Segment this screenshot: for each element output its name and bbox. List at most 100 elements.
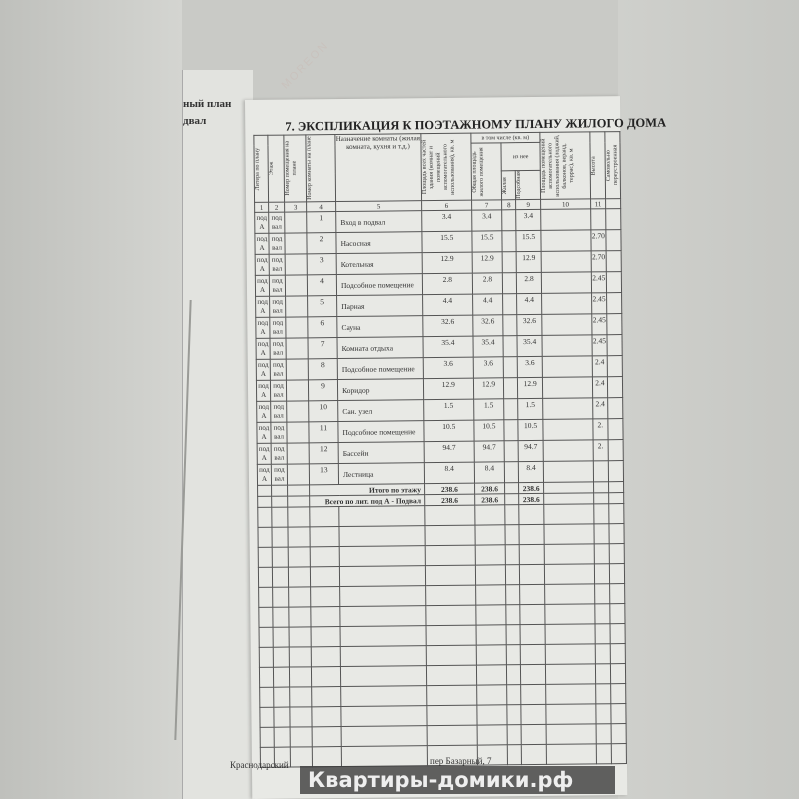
- cell-name: Парная: [336, 294, 423, 317]
- header-c8: Жилая: [501, 176, 509, 195]
- cell-empty: [594, 623, 611, 644]
- cell-empty: [610, 723, 627, 744]
- cell-balcony: [540, 250, 592, 273]
- cell-empty: [519, 544, 545, 565]
- cell-empty: [340, 625, 427, 647]
- previous-page: ный план двал: [182, 70, 253, 799]
- cell-height: 2.70: [590, 229, 607, 251]
- cell-empty: [310, 546, 340, 567]
- cell-empty: [272, 547, 289, 568]
- cell-empty: [340, 705, 427, 727]
- cell-empty: [339, 525, 426, 547]
- cell-empty: [609, 543, 625, 564]
- cell-empty: [521, 704, 546, 725]
- cell-empty: [594, 563, 610, 584]
- cell-empty: [608, 523, 625, 544]
- cell-empty: [424, 505, 475, 526]
- cell-empty: [310, 566, 340, 587]
- cell-floor: под вал: [268, 212, 285, 234]
- cell-floor: под вал: [270, 401, 287, 423]
- cell-empty: [507, 744, 522, 765]
- cell-balcony: [542, 439, 594, 462]
- cell-room-no: [286, 337, 309, 360]
- cell-empty: [595, 683, 611, 704]
- cell-unauthorized: [605, 208, 621, 230]
- cell-empty: [521, 724, 547, 745]
- cell-floor: под вал: [268, 233, 286, 255]
- cell-height: 2.45: [591, 334, 608, 356]
- cell-empty: [594, 583, 610, 604]
- cell-empty: [289, 666, 312, 688]
- cell-empty: [272, 527, 289, 548]
- cell-floor: под вал: [269, 275, 286, 297]
- cell-litera: под А: [254, 233, 270, 255]
- cell-empty: [505, 584, 521, 605]
- cell-empty: [288, 606, 312, 628]
- cell-empty: [595, 703, 611, 724]
- table-header: Литера по плану Этаж Номер помещения на …: [253, 131, 621, 213]
- cell-area-living-total: 4.4: [472, 293, 503, 316]
- cell-empty: [475, 604, 507, 626]
- cell-empty: [609, 583, 625, 604]
- cell-empty: [290, 746, 313, 768]
- col-num: 7: [471, 199, 502, 211]
- cell-area-total: 12.9: [423, 378, 474, 400]
- cell-empty: [505, 524, 520, 545]
- cell-empty: [594, 543, 610, 564]
- cell-auxiliary: 1.5: [518, 398, 543, 420]
- cell-living: [503, 335, 518, 357]
- cell-area-living-total: 32.6: [472, 314, 504, 337]
- cell-unauthorized: [606, 271, 622, 293]
- cell-empty: [426, 645, 477, 666]
- cell-empty: [273, 687, 290, 708]
- cell-balcony: [541, 334, 593, 357]
- cell-empty: [258, 547, 273, 568]
- cell-empty: [593, 523, 610, 544]
- cell-floor: под вал: [269, 296, 286, 318]
- col-num: 9: [515, 199, 541, 210]
- cell-empty: [507, 724, 522, 745]
- cell-empty: [259, 647, 274, 668]
- cell-empty: [309, 506, 340, 527]
- cell-balcony: [541, 292, 592, 315]
- col-num: 3: [284, 201, 307, 213]
- cell-room-no: [286, 379, 309, 402]
- cell-room-no: [287, 463, 310, 486]
- cell-empty: [545, 643, 596, 665]
- cell-area-living-total: 94.7: [473, 440, 505, 463]
- cell-empty: [595, 663, 611, 684]
- cell-name: Бассейн: [338, 441, 425, 464]
- cell-empty: [610, 683, 626, 704]
- cell-room-no: [286, 421, 310, 444]
- cell-empty: [426, 705, 477, 726]
- cell-empty: [476, 704, 508, 726]
- cell-name: Подсобное помещение: [336, 273, 423, 296]
- cell-empty: [519, 504, 544, 525]
- cell-floor: под вал: [270, 338, 287, 360]
- cell-empty: [609, 603, 626, 624]
- cell-room-no: [285, 274, 308, 297]
- cell-number: 4: [307, 274, 337, 296]
- cell-living: [504, 461, 519, 483]
- cell-auxiliary: 15.5: [516, 230, 541, 252]
- cell-floor: под вал: [270, 380, 287, 402]
- cell-empty: [609, 563, 625, 584]
- cell-name: Сан. узел: [337, 399, 424, 422]
- cell-empty: [506, 664, 522, 685]
- cell-empty: [609, 623, 626, 644]
- cell-empty: [505, 564, 520, 585]
- cell-empty: [340, 665, 427, 687]
- cell-area-total: 35.4: [422, 336, 474, 358]
- cell-empty: [289, 706, 313, 728]
- cell-unauthorized: [606, 250, 622, 272]
- cell-empty: [593, 481, 609, 493]
- cell-area-total: 2.8: [422, 273, 473, 295]
- cell-area-total: 3.4: [421, 210, 472, 232]
- cell-floor: под вал: [269, 317, 287, 339]
- cell-empty: [475, 584, 506, 606]
- cell-litera: под А: [255, 275, 270, 297]
- cell-empty: [339, 565, 426, 587]
- cell-empty: [608, 492, 624, 504]
- footer-left: Краснодарский: [230, 760, 289, 770]
- cell-unauthorized: [605, 229, 622, 251]
